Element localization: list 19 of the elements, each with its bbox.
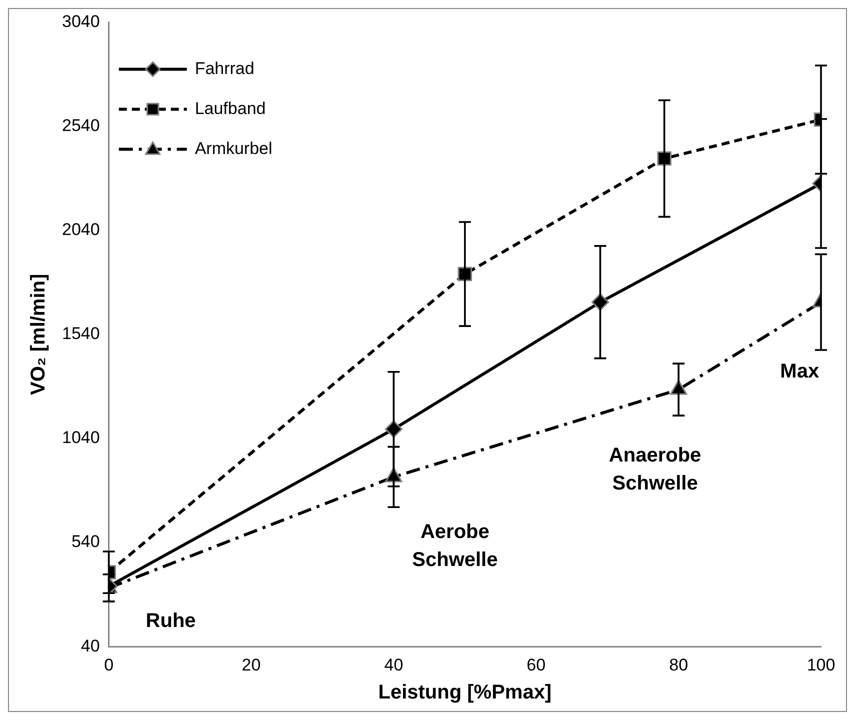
y-tick-label: 3040: [62, 12, 100, 31]
y-tick-label: 2540: [62, 116, 100, 135]
x-tick-label: 20: [242, 655, 261, 674]
legend-label: Laufband: [194, 98, 266, 118]
y-tick-label: 2040: [62, 220, 100, 240]
y-tick-label: 1540: [62, 324, 100, 344]
x-tick-label: 100: [806, 655, 836, 674]
x-tick-label: 60: [526, 655, 546, 674]
legend-label: Fahrrad: [194, 58, 254, 78]
y-tick-label: 540: [71, 532, 100, 552]
x-tick-label: 40: [384, 655, 404, 674]
y-tick-label: 40: [80, 636, 100, 656]
annotation: Ruhe: [146, 610, 196, 632]
x-axis-title: Leistung [%Pmax]: [378, 682, 552, 704]
x-tick-label: 0: [104, 655, 114, 674]
x-tick-label: 80: [669, 655, 688, 674]
y-tick-label: 1040: [62, 428, 100, 448]
y-axis-title: VO₂ [ml/min]: [28, 274, 50, 395]
legend-label: Armkurbel: [194, 138, 272, 158]
